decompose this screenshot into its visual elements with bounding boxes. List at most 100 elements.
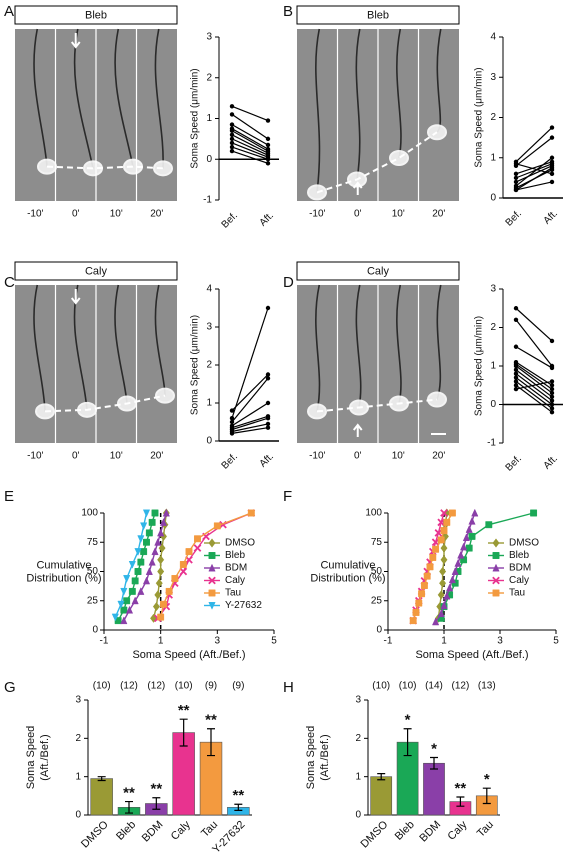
marker [208,563,216,572]
neurite [315,284,321,412]
pair-line [231,307,269,419]
marker [468,532,476,540]
x-tick-label: Aft. [258,210,276,228]
micrograph [15,28,177,201]
marker [152,601,160,612]
pair-line [515,369,553,398]
series-line [117,512,156,621]
marker [123,597,131,605]
x-tick-label: 5 [553,636,559,647]
marker [151,547,159,556]
legend-label: Bleb [509,550,529,561]
neurite [315,28,321,193]
marker [208,576,216,585]
point [549,179,555,185]
point [549,135,555,140]
point [513,187,519,193]
marker [128,561,136,569]
significance: ** [150,781,162,798]
arrow [352,181,363,195]
y-tick-label: 3 [206,322,212,333]
error-bar [403,728,412,757]
time-label: -10' [309,209,325,220]
y-axis-label: Distribution (%) [310,572,385,584]
n-label: (14) [425,681,443,692]
marker [154,537,162,546]
bar [370,776,393,816]
point [549,365,555,371]
marker [492,576,500,585]
neurite [154,284,166,396]
point [549,390,555,396]
x-axis-label: Soma Speed (Aft./Bef.) [415,649,528,661]
point [549,171,555,177]
marker [208,602,216,610]
point [513,379,519,384]
point [549,155,555,160]
pair-line [231,130,269,152]
pair-line [515,165,553,183]
point [513,386,519,392]
x-tick-label: DMSO [359,818,391,850]
pair-line [231,415,269,429]
x-tick-label: Bleb [114,819,138,843]
pair-line [515,373,553,402]
marker [162,508,170,517]
micrograph [297,28,459,201]
trajectory [46,165,164,170]
pair-line [515,346,553,369]
point [513,367,519,373]
panel-letter: E [4,488,14,505]
micrograph [15,284,177,443]
y-tick-label: 3 [490,284,496,295]
marker [448,509,456,517]
n-label: (10) [399,681,417,692]
pair-line [515,307,553,342]
panel-letter: H [283,679,294,696]
x-axis-label: Soma Speed (Aft./Bef.) [132,649,245,661]
point [513,375,519,380]
y-axis-label: Distribution (%) [26,572,101,584]
condition-box [296,5,460,25]
y-tick-label: 1 [206,113,212,124]
pair-line [231,134,269,154]
x-tick-label: Aft. [542,208,560,226]
pair-line [515,377,553,405]
marker [492,563,500,572]
point [265,157,271,162]
marker [432,545,440,553]
marker [440,527,448,534]
point [513,371,519,376]
arrow [352,423,363,437]
time-label: -10' [309,451,325,462]
pair-line [231,374,269,412]
pair-line [231,417,269,431]
y-tick-label: 0 [490,193,496,204]
x-tick-label: Bef. [220,210,240,230]
marker [148,557,156,566]
legend-label: BDM [509,563,531,574]
n-label: (12) [120,681,138,692]
y-tick-label: 50 [87,566,99,577]
marker [492,538,500,548]
point [265,400,271,406]
time-label: 10' [392,451,405,462]
marker [471,508,479,517]
y-tick-label: 25 [371,595,383,606]
marker [160,600,167,608]
marker [440,509,448,517]
marker [412,609,420,616]
y-axis-label: (Aft./Bef.) [319,734,331,780]
point [549,402,555,407]
marker [462,533,470,542]
y-tick-label: 0 [75,810,81,821]
y-tick-label: 3 [75,695,81,706]
condition-label: Caly [85,265,108,277]
micrograph [297,284,459,443]
point [229,122,235,127]
x-tick-label: Tau [475,819,496,840]
marker [179,567,188,576]
point [229,419,235,425]
panel-letter: G [4,679,16,696]
point [265,416,271,421]
